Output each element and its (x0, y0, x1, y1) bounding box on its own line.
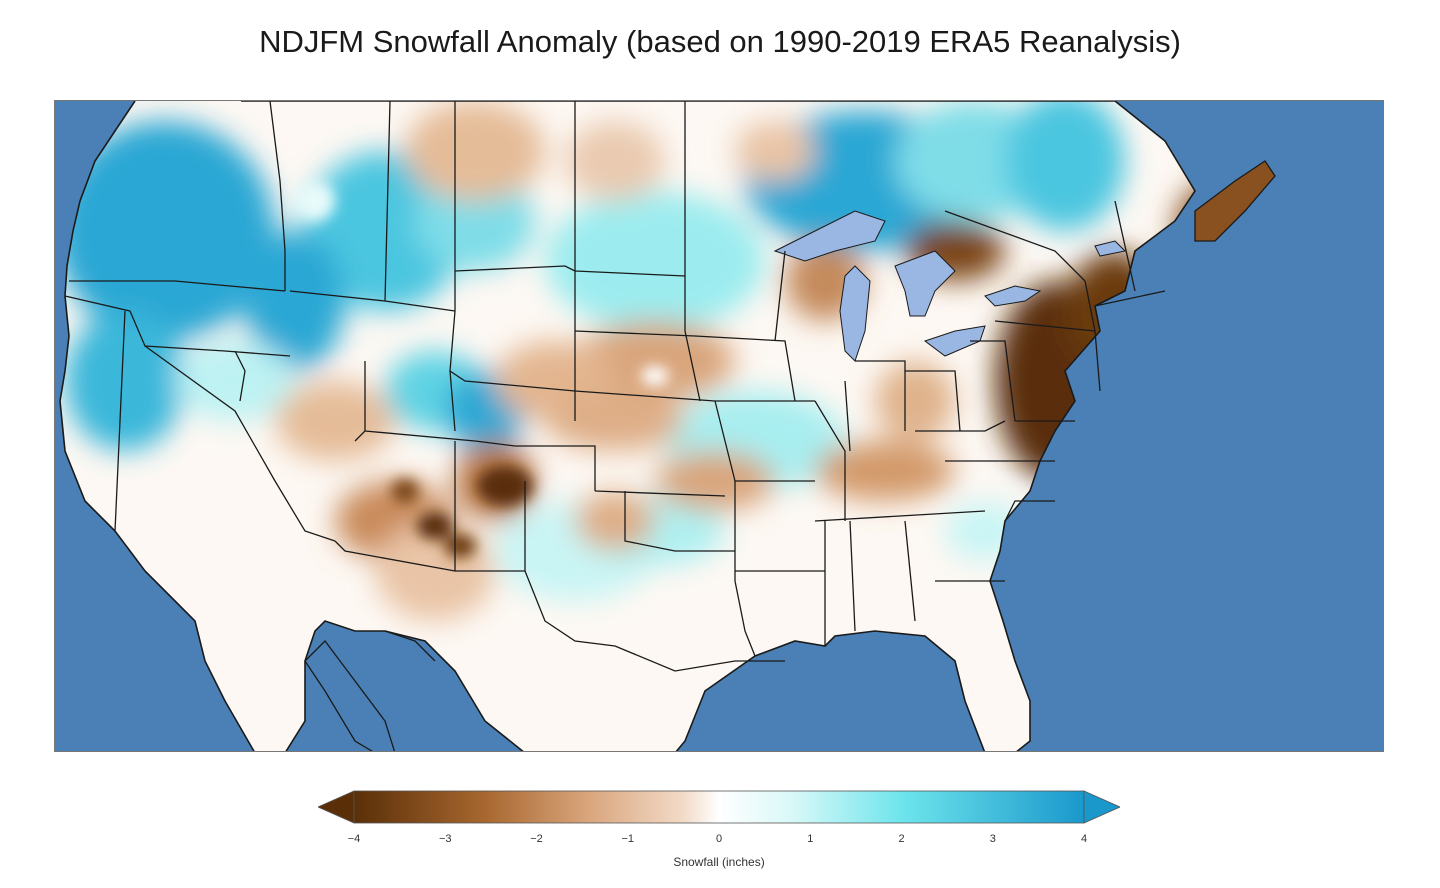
coastline (59, 101, 1196, 751)
great-lakes (773, 210, 1127, 362)
colorbar-tick: 0 (715, 833, 723, 845)
colorbar-tick: −1 (621, 833, 635, 845)
snowfall-anomaly-map (54, 100, 1384, 752)
map-title: NDJFM Snowfall Anomaly (based on 1990-20… (259, 24, 1181, 59)
colorbar-tick: 2 (898, 833, 905, 845)
colorbar-tick: 4 (1080, 833, 1088, 845)
colorbar-extend-low (317, 790, 355, 824)
colorbar-tick: −4 (347, 833, 361, 845)
colorbar-extend-high (1083, 790, 1121, 824)
colorbar-ticks: −4 −3 −2 −1 0 1 2 3 4 (318, 833, 1120, 853)
gulf-of-california (304, 640, 396, 751)
nova-scotia (1194, 160, 1276, 242)
colorbar-tick: −3 (438, 833, 452, 845)
colorbar-tick: −2 (530, 833, 543, 845)
colorbar-tick: 3 (989, 833, 996, 845)
colorbar-gradient (353, 790, 1085, 824)
colorbar-tick: 1 (807, 833, 814, 845)
colorbar (317, 787, 1121, 832)
colorbar-label: Snowfall (inches) (673, 855, 765, 869)
state-boundaries (64, 101, 1166, 672)
